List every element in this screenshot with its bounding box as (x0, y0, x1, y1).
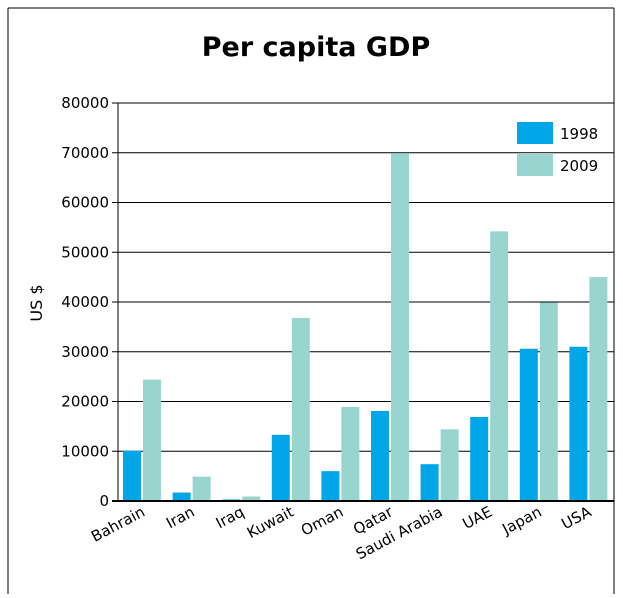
category-label-iran: Iran (163, 503, 197, 533)
bar-1998-uae (470, 416, 489, 501)
bar-2009-iraq (242, 496, 261, 501)
bar-1998-kuwait (271, 434, 290, 501)
legend-swatch-1998 (517, 122, 553, 144)
bar-2009-iran (192, 476, 211, 501)
category-label-uae: UAE (460, 503, 496, 533)
legend-swatch-2009 (517, 154, 553, 176)
bar-1998-qatar (371, 410, 389, 501)
y-tick-label-8: 80000 (61, 94, 109, 112)
legend: 1998 2009 (517, 122, 598, 176)
y-tick-labels: 0 10000 20000 30000 40000 50000 60000 70000 8000… (61, 94, 109, 510)
bar-1998-japan (519, 348, 538, 501)
y-tick-label-5: 50000 (61, 243, 109, 261)
y-tick-label-3: 30000 (61, 343, 109, 361)
bar-2009-usa (589, 277, 608, 501)
y-tick-label-1: 10000 (61, 442, 109, 460)
bar-1998-iran (172, 492, 191, 501)
y-tick-label-2: 20000 (61, 393, 109, 411)
legend-label-1998: 1998 (560, 125, 598, 143)
y-tick-label-6: 60000 (61, 194, 109, 212)
bar-1998-bahrain (123, 450, 141, 501)
legend-label-2009: 2009 (560, 157, 598, 175)
category-label-oman: Oman (298, 503, 346, 540)
bar-2009-saudi-arabia (440, 429, 459, 501)
bar-2009-qatar (391, 153, 409, 501)
y-tick-label-4: 40000 (61, 293, 109, 311)
bar-2009-uae (490, 231, 509, 502)
y-tick-label-7: 70000 (61, 144, 109, 162)
bar-1998-usa (569, 346, 588, 501)
category-label-kuwait: Kuwait (244, 503, 297, 542)
bar-2009-kuwait (291, 317, 310, 501)
bar-1998-saudi-arabia (420, 464, 439, 501)
category-label-iraq: Iraq (213, 503, 247, 533)
category-label-usa: USA (558, 502, 595, 533)
category-label-bahrain: Bahrain (88, 503, 148, 546)
y-axis-label: US $ (27, 284, 46, 321)
chart-title: Per capita GDP (202, 32, 431, 63)
y-tick-label-0: 0 (99, 492, 109, 510)
bar-2009-japan (539, 302, 558, 501)
bars (123, 153, 608, 502)
category-label-japan: Japan (498, 503, 544, 539)
bar-2009-oman (341, 406, 360, 501)
bar-1998-oman (321, 471, 340, 501)
bar-2009-bahrain (143, 379, 161, 501)
